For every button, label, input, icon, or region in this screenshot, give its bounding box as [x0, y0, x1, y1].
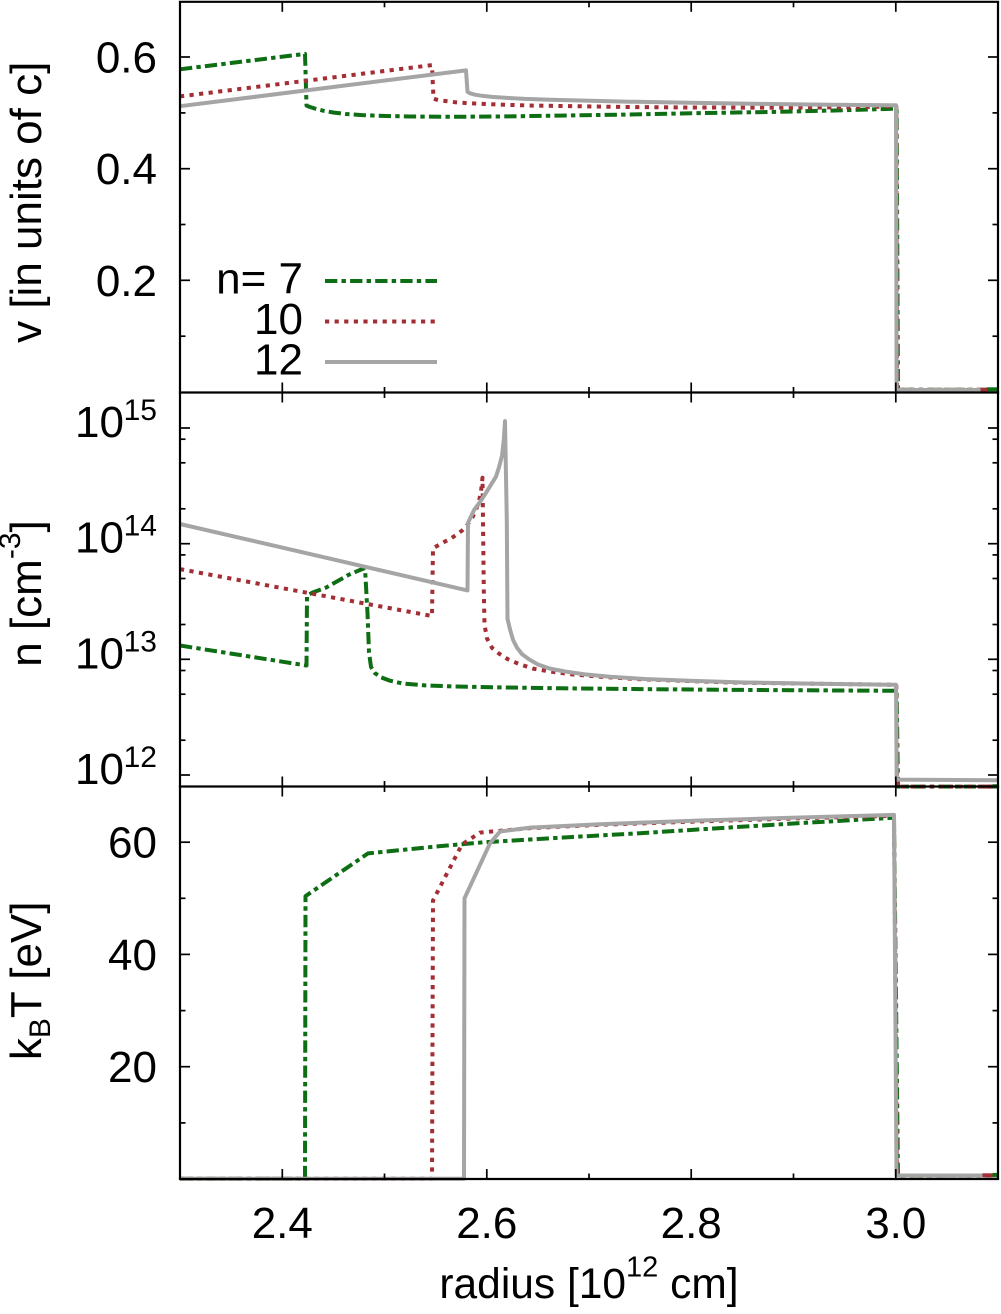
svg-text:60: 60 [108, 819, 157, 868]
svg-text:3.0: 3.0 [865, 1199, 926, 1248]
svg-text:0.6: 0.6 [96, 34, 157, 83]
svg-text:10: 10 [75, 514, 124, 563]
svg-text:10: 10 [254, 295, 303, 344]
svg-text:12: 12 [254, 336, 303, 385]
svg-text:n= 7: n= 7 [216, 255, 303, 304]
svg-text:20: 20 [108, 1043, 157, 1092]
svg-text:radius [1012 cm]: radius [1012 cm] [439, 1252, 738, 1309]
svg-text:0.4: 0.4 [96, 145, 157, 194]
svg-text:10: 10 [75, 629, 124, 678]
svg-text:10: 10 [75, 745, 124, 794]
svg-text:10: 10 [75, 398, 124, 447]
svg-text:v [in units of c]: v [in units of c] [2, 62, 51, 343]
svg-text:13: 13 [124, 625, 157, 658]
svg-text:2.8: 2.8 [661, 1199, 722, 1248]
svg-text:0.2: 0.2 [96, 257, 157, 306]
svg-text:15: 15 [124, 394, 157, 427]
svg-text:40: 40 [108, 931, 157, 980]
svg-text:14: 14 [124, 510, 157, 543]
svg-text:2.6: 2.6 [456, 1199, 517, 1248]
svg-text:2.4: 2.4 [252, 1199, 313, 1248]
svg-text:12: 12 [124, 741, 157, 774]
